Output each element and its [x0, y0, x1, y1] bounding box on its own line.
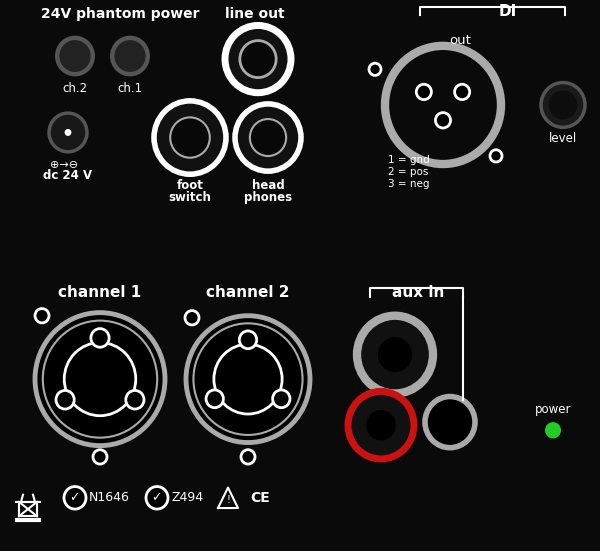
Circle shape — [425, 397, 475, 447]
Circle shape — [490, 150, 502, 162]
Circle shape — [439, 412, 461, 433]
Text: ✓: ✓ — [151, 491, 161, 504]
Text: ✓: ✓ — [69, 491, 79, 504]
Circle shape — [385, 46, 501, 164]
Circle shape — [93, 450, 107, 464]
Text: channel 1: channel 1 — [58, 285, 142, 300]
Circle shape — [241, 450, 255, 464]
Circle shape — [378, 337, 412, 372]
Circle shape — [185, 311, 199, 325]
Text: !: ! — [226, 495, 230, 505]
Circle shape — [240, 41, 276, 78]
Circle shape — [357, 316, 433, 393]
Circle shape — [225, 25, 291, 93]
Text: phones: phones — [244, 191, 292, 203]
Text: ch.2: ch.2 — [62, 82, 88, 95]
Text: line out: line out — [225, 7, 285, 21]
Text: DI: DI — [499, 4, 517, 19]
Circle shape — [250, 119, 286, 156]
Circle shape — [235, 104, 301, 171]
Text: out: out — [449, 34, 471, 47]
Circle shape — [206, 390, 223, 408]
Text: N1646: N1646 — [89, 491, 130, 504]
Text: switch: switch — [169, 191, 211, 203]
Circle shape — [369, 63, 381, 75]
Circle shape — [35, 309, 49, 323]
Circle shape — [239, 331, 257, 349]
Circle shape — [59, 40, 91, 72]
Circle shape — [170, 117, 210, 158]
Circle shape — [545, 422, 561, 439]
Circle shape — [126, 391, 144, 409]
Circle shape — [416, 84, 431, 100]
Text: power: power — [535, 403, 571, 415]
Circle shape — [56, 391, 74, 409]
Text: 3 = neg: 3 = neg — [388, 179, 430, 190]
Text: aux in: aux in — [392, 285, 444, 300]
Circle shape — [49, 113, 87, 152]
Circle shape — [146, 487, 168, 509]
Text: ch.1: ch.1 — [118, 82, 143, 95]
Circle shape — [43, 321, 157, 437]
Text: foot: foot — [176, 179, 203, 192]
Circle shape — [115, 40, 146, 72]
Circle shape — [64, 343, 136, 415]
Circle shape — [65, 129, 71, 136]
Text: dc 24 V: dc 24 V — [43, 169, 92, 182]
Circle shape — [455, 84, 470, 100]
Text: 2 = pos: 2 = pos — [388, 167, 428, 177]
Circle shape — [193, 323, 302, 435]
Circle shape — [55, 36, 95, 77]
Circle shape — [272, 390, 290, 408]
Text: channel 2: channel 2 — [206, 285, 290, 300]
Circle shape — [35, 312, 165, 446]
Text: 24V phantom power: 24V phantom power — [41, 7, 199, 21]
Circle shape — [186, 316, 310, 442]
Text: level: level — [549, 132, 577, 145]
Text: ⊕→⊖: ⊕→⊖ — [50, 160, 78, 170]
Circle shape — [366, 410, 396, 440]
Circle shape — [214, 344, 282, 414]
Text: CE: CE — [250, 491, 270, 505]
Circle shape — [348, 391, 414, 459]
Text: Z494: Z494 — [171, 491, 203, 504]
Circle shape — [549, 90, 577, 120]
Circle shape — [110, 36, 150, 77]
Circle shape — [541, 83, 585, 127]
Circle shape — [91, 328, 109, 347]
Circle shape — [154, 101, 226, 174]
Circle shape — [64, 487, 86, 509]
Circle shape — [436, 112, 451, 128]
Text: 1 = gnd: 1 = gnd — [388, 155, 430, 165]
Text: head: head — [251, 179, 284, 192]
